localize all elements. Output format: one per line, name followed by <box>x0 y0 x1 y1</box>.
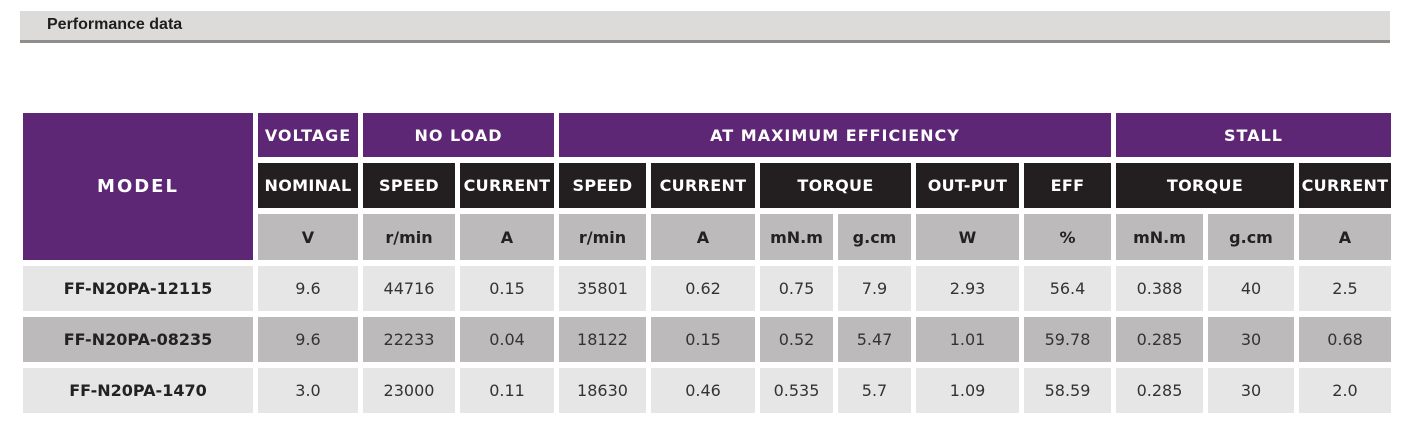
model-name-cell: FF-N20PA-08235 <box>23 317 253 362</box>
unit-cell: % <box>1024 214 1111 260</box>
unit-cell: r/min <box>559 214 646 260</box>
data-cell: 9.6 <box>258 266 358 311</box>
data-cell: 18630 <box>559 368 646 413</box>
data-cell: 58.59 <box>1024 368 1111 413</box>
group-no-load: NO LOAD <box>363 113 554 157</box>
data-cell: 5.47 <box>838 317 911 362</box>
data-cell: 2.5 <box>1299 266 1391 311</box>
unit-cell: mN.m <box>1116 214 1203 260</box>
data-cell: 18122 <box>559 317 646 362</box>
data-cell: 1.09 <box>916 368 1019 413</box>
subheader-nominal: NOMINAL <box>258 163 358 208</box>
data-cell: 59.78 <box>1024 317 1111 362</box>
data-cell: 2.93 <box>916 266 1019 311</box>
data-cell: 0.535 <box>760 368 833 413</box>
data-cell: 3.0 <box>258 368 358 413</box>
data-cell: 0.388 <box>1116 266 1203 311</box>
data-cell: 0.11 <box>460 368 554 413</box>
data-cell: 1.01 <box>916 317 1019 362</box>
performance-table: MODEL VOLTAGE NO LOAD AT MAXIMUM EFFICIE… <box>23 113 1391 413</box>
data-cell: 30 <box>1208 317 1294 362</box>
data-cell: 56.4 <box>1024 266 1111 311</box>
data-cell: 9.6 <box>258 317 358 362</box>
data-cell: 22233 <box>363 317 455 362</box>
unit-cell: g.cm <box>1208 214 1294 260</box>
data-cell: 0.04 <box>460 317 554 362</box>
data-cell: 5.7 <box>838 368 911 413</box>
model-name-cell: FF-N20PA-1470 <box>23 368 253 413</box>
data-cell: 44716 <box>363 266 455 311</box>
data-cell: 30 <box>1208 368 1294 413</box>
data-cell: 0.46 <box>651 368 755 413</box>
subheader-eff-torque: TORQUE <box>760 163 911 208</box>
group-stall: STALL <box>1116 113 1391 157</box>
subheader-stall-current: CURRENT <box>1299 163 1391 208</box>
data-cell: 0.285 <box>1116 368 1203 413</box>
group-max-efficiency: AT MAXIMUM EFFICIENCY <box>559 113 1111 157</box>
data-cell: 2.0 <box>1299 368 1391 413</box>
data-cell: 0.68 <box>1299 317 1391 362</box>
group-voltage: VOLTAGE <box>258 113 358 157</box>
subheader-noload-speed: SPEED <box>363 163 455 208</box>
unit-cell: A <box>651 214 755 260</box>
data-cell: 23000 <box>363 368 455 413</box>
subheader-noload-current: CURRENT <box>460 163 554 208</box>
unit-cell: g.cm <box>838 214 911 260</box>
data-cell: 0.15 <box>460 266 554 311</box>
model-name-cell: FF-N20PA-12115 <box>23 266 253 311</box>
data-cell: 0.52 <box>760 317 833 362</box>
data-cell: 7.9 <box>838 266 911 311</box>
section-header-bar: Performance data <box>20 11 1390 43</box>
subheader-stall-torque: TORQUE <box>1116 163 1294 208</box>
unit-cell: A <box>460 214 554 260</box>
data-cell: 35801 <box>559 266 646 311</box>
subheader-output: OUT-PUT <box>916 163 1019 208</box>
subheader-eff: EFF <box>1024 163 1111 208</box>
data-cell: 0.75 <box>760 266 833 311</box>
subheader-eff-speed: SPEED <box>559 163 646 208</box>
unit-cell: A <box>1299 214 1391 260</box>
unit-cell: r/min <box>363 214 455 260</box>
data-cell: 40 <box>1208 266 1294 311</box>
unit-cell: V <box>258 214 358 260</box>
unit-cell: W <box>916 214 1019 260</box>
data-cell: 0.62 <box>651 266 755 311</box>
unit-cell: mN.m <box>760 214 833 260</box>
data-cell: 0.15 <box>651 317 755 362</box>
subheader-eff-current: CURRENT <box>651 163 755 208</box>
data-cell: 0.285 <box>1116 317 1203 362</box>
model-header: MODEL <box>23 113 253 260</box>
section-title: Performance data <box>47 16 183 33</box>
